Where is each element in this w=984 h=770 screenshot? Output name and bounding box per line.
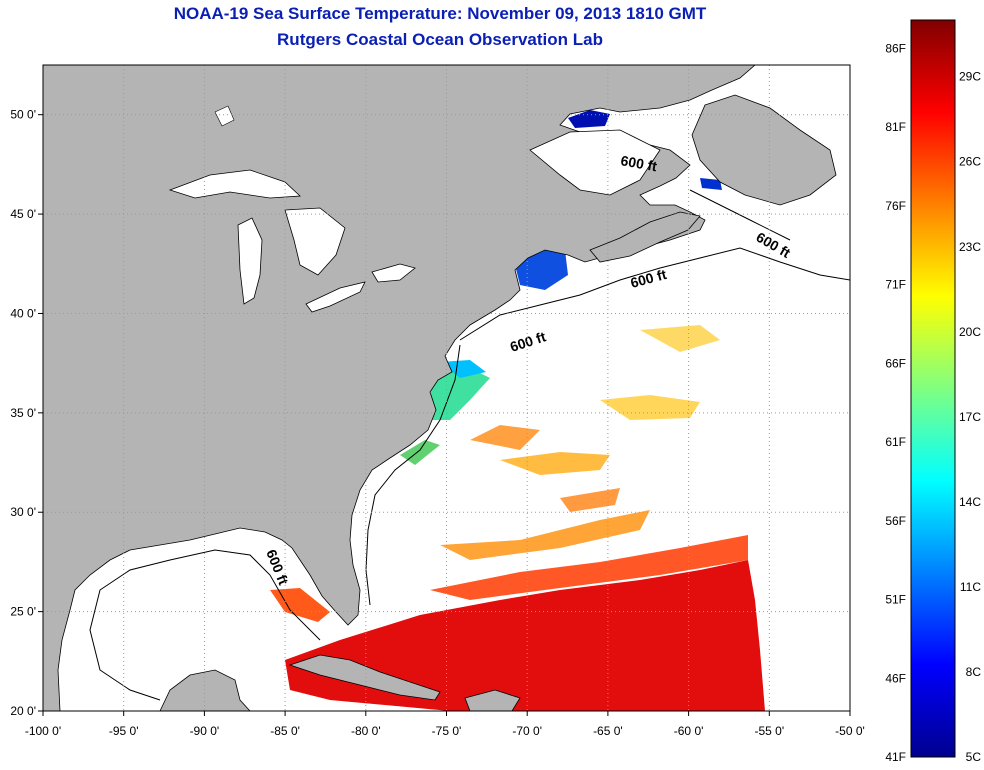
lake-michigan bbox=[237, 217, 263, 305]
map-subtitle: Rutgers Coastal Ocean Observation Lab bbox=[277, 30, 603, 49]
sst-carolina-strip bbox=[400, 440, 440, 465]
colorbar-c-label: 14C bbox=[959, 495, 981, 509]
lon-tick-label: -60 0' bbox=[674, 724, 704, 738]
lat-tick-label: 35 0' bbox=[10, 406, 36, 420]
lat-tick-label: 25 0' bbox=[10, 605, 36, 619]
lake-winnipeg-area bbox=[214, 105, 235, 127]
sst-mid-patch-5 bbox=[640, 325, 720, 352]
lon-tick-label: -85 0' bbox=[270, 724, 300, 738]
colorbar bbox=[910, 19, 956, 758]
map-content: 600 ft 600 ft 600 ft 600 ft 600 ft bbox=[43, 65, 850, 711]
axis-ticks: -100 0' -95 0' -90 0' -85 0' -80 0' -75 0' -70… bbox=[10, 108, 864, 738]
lake-ontario bbox=[371, 263, 416, 283]
colorbar-f-label: 81F bbox=[885, 120, 906, 134]
lon-tick-label: -50 0' bbox=[835, 724, 865, 738]
sst-gulf-warm bbox=[270, 588, 330, 622]
colorbar-f-label: 56F bbox=[885, 514, 906, 528]
colorbar-c-label: 23C bbox=[959, 240, 981, 254]
colorbar-labels: 86F 81F 76F 71F 66F 61F 56F 51F 46F 41F 29C 26C 23C 2… bbox=[885, 41, 981, 764]
sst-warm-band bbox=[430, 535, 748, 600]
lon-tick-label: -100 0' bbox=[25, 724, 61, 738]
colorbar-f-label: 76F bbox=[885, 199, 906, 213]
contour-label: 600 ft bbox=[619, 152, 658, 174]
lat-tick-label: 30 0' bbox=[10, 505, 36, 519]
colorbar-f-label: 46F bbox=[885, 671, 906, 685]
colorbar-c-label: 11C bbox=[960, 580, 981, 594]
colorbar-f-label: 71F bbox=[885, 278, 906, 292]
sst-gulf-maine bbox=[515, 248, 568, 290]
lake-huron bbox=[284, 207, 346, 276]
colorbar-c-label: 5C bbox=[966, 750, 982, 764]
yucatan-land bbox=[159, 669, 251, 711]
depth-contours bbox=[89, 189, 850, 701]
colorbar-f-label: 41F bbox=[885, 750, 906, 764]
cuba-land bbox=[288, 654, 441, 701]
lon-tick-label: -70 0' bbox=[512, 724, 542, 738]
lat-tick-label: 45 0' bbox=[10, 207, 36, 221]
lat-tick-label: 50 0' bbox=[10, 108, 36, 122]
colorbar-f-label: 66F bbox=[885, 356, 906, 370]
lon-tick-label: -90 0' bbox=[190, 724, 220, 738]
lon-tick-label: -65 0' bbox=[593, 724, 623, 738]
colorbar-c-label: 29C bbox=[959, 70, 981, 84]
north-america-land bbox=[43, 65, 756, 711]
nova-scotia-land bbox=[589, 211, 701, 263]
lake-erie bbox=[305, 281, 366, 313]
great-lakes bbox=[168, 105, 661, 313]
sst-nfld bbox=[700, 178, 722, 190]
lon-tick-label: -80 0' bbox=[351, 724, 381, 738]
colorbar-c-label: 8C bbox=[966, 665, 982, 679]
colorbar-f-label: 61F bbox=[885, 435, 906, 449]
contour-labrador bbox=[689, 189, 791, 241]
colorbar-f-label: 51F bbox=[885, 593, 906, 607]
colorbar-f-label: 86F bbox=[885, 41, 906, 55]
lon-tick-label: -75 0' bbox=[432, 724, 462, 738]
contour-gulf bbox=[89, 549, 321, 701]
colorbar-c-label: 17C bbox=[959, 410, 981, 424]
contour-southeast bbox=[365, 344, 461, 606]
sst-mid-patch bbox=[440, 510, 650, 560]
map-title: NOAA-19 Sea Surface Temperature: Novembe… bbox=[173, 4, 707, 23]
lon-tick-label: -95 0' bbox=[109, 724, 139, 738]
sst-mid-patch-6 bbox=[560, 488, 620, 512]
hispaniola-land bbox=[464, 689, 521, 711]
colorbar-c-label: 20C bbox=[959, 325, 981, 339]
newfoundland-land bbox=[691, 94, 837, 206]
gridlines bbox=[43, 65, 850, 711]
sst-mid-patch-3 bbox=[600, 395, 700, 420]
st-lawrence-gulf bbox=[529, 129, 661, 196]
land bbox=[43, 65, 837, 711]
sst-warm-swath bbox=[285, 560, 765, 711]
lake-superior bbox=[168, 169, 301, 199]
lon-tick-label: -55 0' bbox=[754, 724, 784, 738]
lat-tick-label: 40 0' bbox=[10, 306, 36, 320]
sst-shelf-teal bbox=[440, 360, 486, 378]
contour-atlantic bbox=[459, 247, 850, 341]
colorbar-c-label: 26C bbox=[959, 155, 981, 169]
lat-tick-label: 20 0' bbox=[10, 704, 36, 718]
sst-mid-patch-4 bbox=[470, 425, 540, 450]
